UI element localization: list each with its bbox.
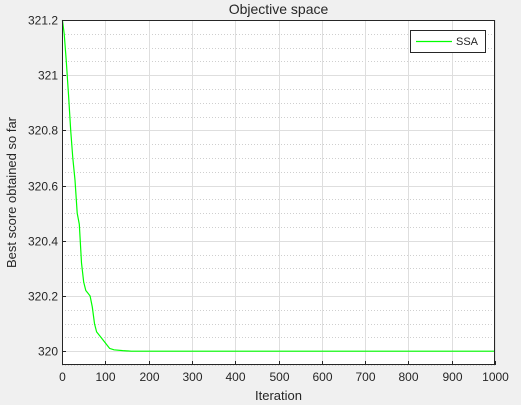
ticks: 0 100 200 300 400 500 600 700 800 900 1000 320 320.2…	[28, 14, 509, 385]
y-tick-label: 320	[38, 345, 58, 359]
x-tick-label: 600	[312, 370, 332, 384]
x-tick-label: 0	[59, 370, 66, 384]
x-tick-label: 900	[442, 370, 462, 384]
x-axis-label: Iteration	[255, 388, 302, 403]
x-tick-label: 400	[225, 370, 245, 384]
legend: SSA	[410, 30, 486, 53]
y-tick-label: 320.6	[28, 180, 58, 194]
y-tick-label: 321	[38, 69, 58, 83]
plot-area	[62, 20, 495, 365]
chart-title: Objective space	[229, 1, 329, 17]
legend-label: SSA	[456, 36, 479, 48]
x-tick-label: 800	[398, 370, 418, 384]
x-tick-label: 200	[139, 370, 159, 384]
axes-box	[62, 20, 495, 365]
y-tick-label: 320.8	[28, 124, 58, 138]
y-tick-label: 320.4	[28, 235, 58, 249]
x-tick-label: 700	[355, 370, 375, 384]
x-tick-label: 300	[182, 370, 202, 384]
x-tick-label: 100	[95, 370, 115, 384]
y-tick-label: 320.2	[28, 290, 58, 304]
series-line-ssa	[61, 19, 495, 352]
x-tick-label: 500	[269, 370, 289, 384]
x-tick-label: 1000	[482, 370, 509, 384]
series-layer	[61, 19, 495, 352]
y-tick-label: 321.2	[28, 14, 58, 28]
y-axis-label: Best score obtained so far	[4, 116, 19, 268]
